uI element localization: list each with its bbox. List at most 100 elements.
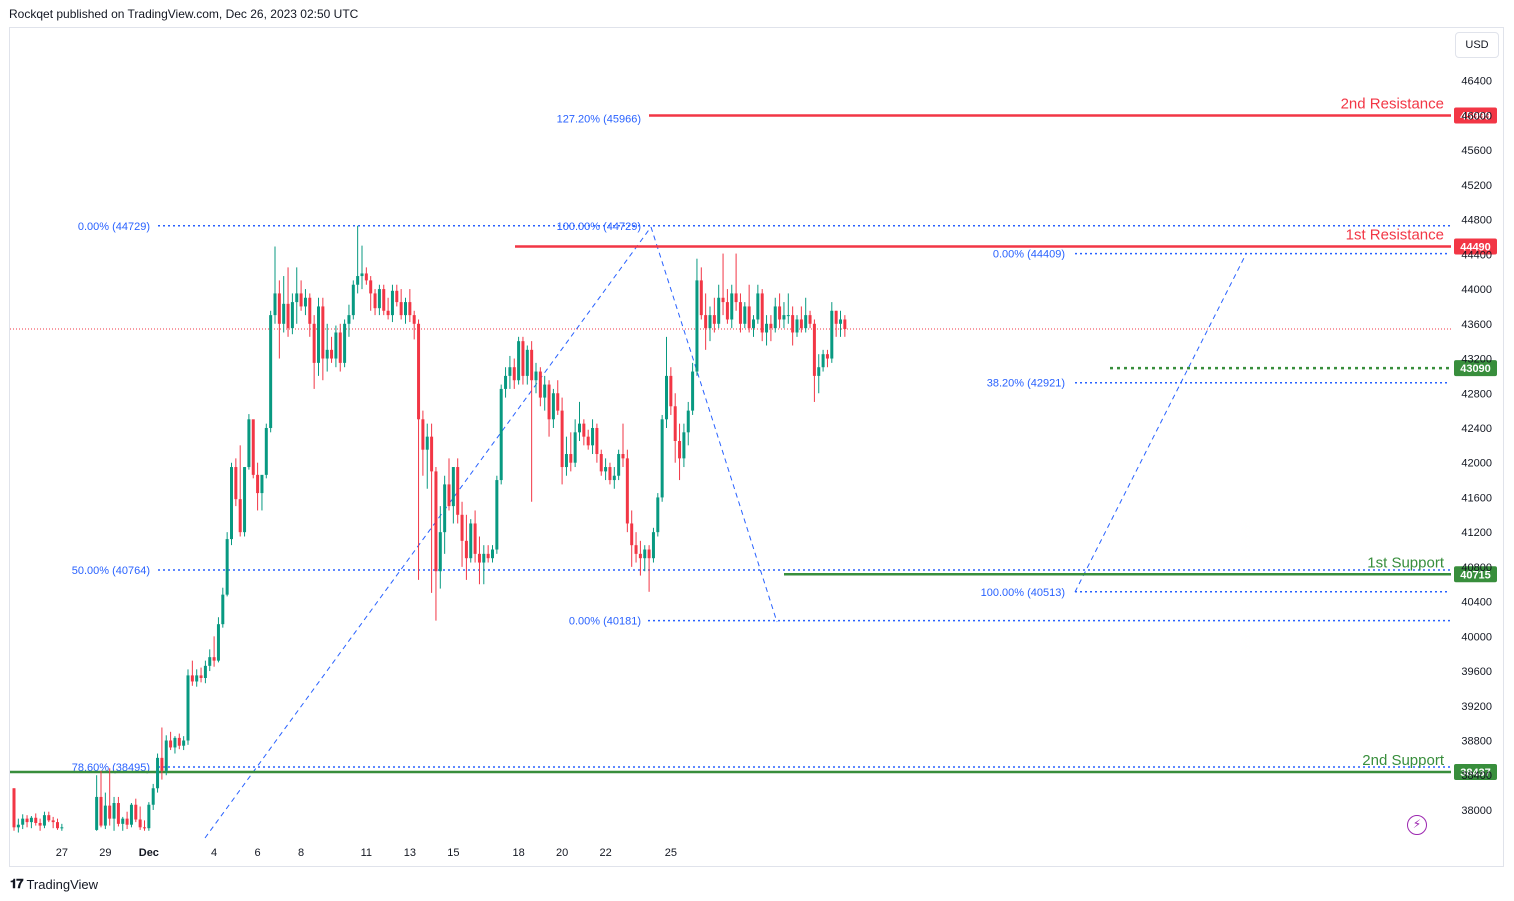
candle-body — [508, 367, 512, 376]
fibonacci-layer: 127.20% (45966) 0.00% (44729) 100.00% (447… — [10, 113, 1451, 839]
candle-body — [473, 523, 477, 554]
candle-body — [477, 553, 481, 563]
support-resistance-layer: 2nd Resistance 45999 1st Resistance 44490 43… — [10, 96, 1497, 781]
candle-body — [538, 371, 542, 398]
candle-body — [756, 293, 760, 320]
candle-body — [543, 384, 547, 398]
candle-body — [438, 532, 442, 572]
time-tick-label: 15 — [447, 847, 459, 859]
candle-body — [386, 310, 390, 316]
candle-body — [338, 332, 342, 363]
candle-body — [156, 757, 160, 789]
candle-body — [625, 458, 629, 524]
candle-body — [608, 467, 612, 481]
footer-brand-label: TradingView — [26, 876, 99, 892]
candle-body — [486, 553, 490, 559]
candle-body — [251, 419, 255, 475]
candle-body — [425, 436, 429, 450]
candle-body — [330, 349, 334, 359]
candle-body — [147, 804, 151, 829]
candle-body — [469, 523, 473, 559]
candle-body — [295, 293, 299, 303]
candle-body — [112, 803, 116, 819]
candle-body — [699, 280, 703, 316]
candle-body — [247, 419, 251, 468]
time-tick-label: 27 — [56, 847, 68, 859]
candle-body — [286, 303, 290, 329]
candle-body — [408, 302, 412, 316]
candle-body — [578, 423, 581, 433]
candle-body — [399, 302, 403, 316]
candle-body — [712, 315, 716, 324]
fib-trend-line — [204, 226, 652, 839]
candle-body — [621, 454, 625, 459]
candle-body — [504, 375, 508, 389]
price-tick-label: 46400 — [1461, 76, 1492, 88]
candle-body — [738, 302, 742, 324]
candle-body — [256, 474, 260, 494]
price-tick-label: 39600 — [1461, 666, 1492, 678]
candle-body — [412, 315, 416, 324]
candle-body — [303, 297, 307, 307]
lightning-icon[interactable]: ⚡ — [1407, 815, 1427, 835]
candle-body — [612, 475, 616, 481]
candle-body — [525, 349, 529, 376]
price-tick-label: 39200 — [1461, 701, 1492, 713]
time-tick-label: 13 — [404, 847, 416, 859]
candle-body — [360, 273, 364, 277]
currency-button[interactable]: USD — [1455, 32, 1499, 58]
price-tick-label: 38400 — [1461, 770, 1492, 782]
price-tick-label: 40000 — [1461, 631, 1492, 643]
price-tag-label: 38437 — [1460, 767, 1491, 779]
candle-body — [695, 280, 699, 372]
candle-body — [312, 323, 316, 363]
candle-body — [564, 454, 568, 468]
candle-body — [634, 545, 638, 554]
candle-body — [421, 419, 425, 450]
candle-body — [604, 467, 608, 472]
candle-body — [717, 297, 721, 324]
price-tick-label: 45600 — [1461, 145, 1492, 157]
price-tick-label: 44400 — [1461, 249, 1492, 261]
candle-body — [551, 393, 555, 420]
candle-body — [125, 818, 129, 825]
candle-body — [447, 484, 451, 507]
candle-body — [795, 319, 799, 333]
price-tick-label: 44800 — [1461, 215, 1492, 227]
candles-layer — [12, 225, 847, 833]
price-tick-label: 40800 — [1461, 562, 1492, 574]
footer-brand[interactable]: 𝟏𝟕 TradingView — [10, 876, 98, 892]
level-name-label: 1st Resistance — [1346, 227, 1444, 244]
candle-body — [839, 319, 842, 324]
time-tick-label: 18 — [512, 847, 524, 859]
candle-body — [334, 332, 338, 359]
candle-body — [138, 819, 142, 828]
candle-body — [34, 817, 38, 823]
candle-body — [116, 803, 120, 824]
candle-body — [373, 293, 377, 309]
candle-body — [56, 822, 59, 829]
candle-body — [390, 290, 394, 316]
candle-body — [599, 454, 603, 472]
candle-body — [586, 436, 590, 446]
publication-header: Rockqet published on TradingView.com, De… — [9, 7, 359, 21]
time-tick-label: 6 — [255, 847, 261, 859]
price-tag-label: 45999 — [1460, 111, 1491, 123]
chart-pane[interactable] — [9, 27, 1504, 867]
candle-body — [99, 796, 103, 826]
candle-body — [782, 315, 786, 320]
candle-body — [221, 594, 225, 625]
candle-body — [660, 419, 664, 498]
candle-body — [747, 306, 751, 329]
candle-body — [521, 341, 525, 376]
level-name-label: 2nd Support — [1362, 752, 1445, 769]
candle-body — [617, 454, 621, 476]
fib-level-label: 0.00% (44729) — [78, 221, 150, 233]
candle-body — [369, 280, 373, 294]
candle-body — [791, 315, 795, 333]
candle-body — [678, 441, 682, 459]
price-tag — [1454, 566, 1497, 583]
candle-body — [691, 371, 695, 411]
candle-body — [186, 675, 190, 741]
